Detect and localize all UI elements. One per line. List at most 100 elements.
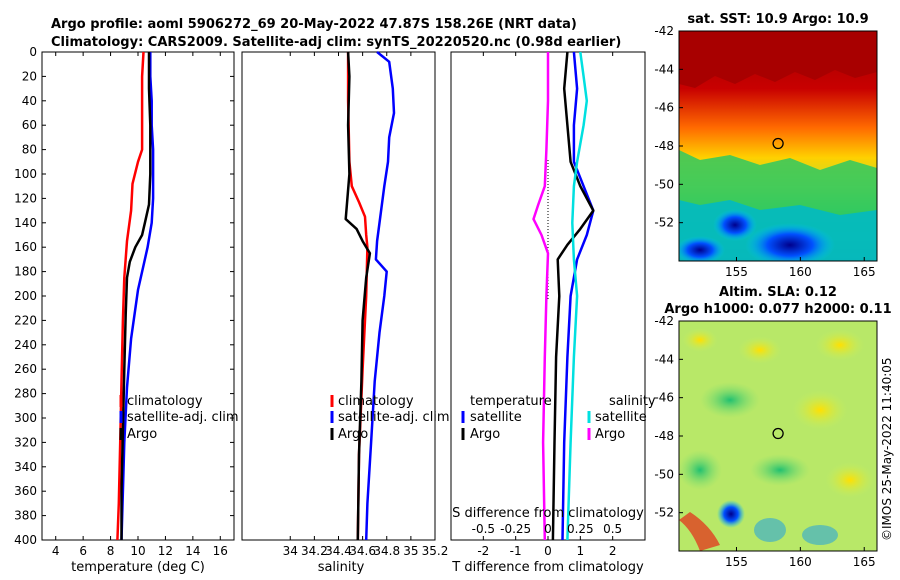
depth-tick-label: 160 bbox=[14, 240, 37, 254]
depth-tick-label: 280 bbox=[14, 387, 37, 401]
lat-tick-label: -52 bbox=[654, 506, 674, 520]
lat-tick-label: -52 bbox=[654, 216, 674, 230]
salinity-series bbox=[344, 51, 396, 541]
s-tick-label: 0 bbox=[544, 522, 552, 536]
figure-title-line2: Climatology: CARS2009. Satellite-adj cli… bbox=[51, 35, 621, 50]
s-tick-label: 0.25 bbox=[567, 522, 594, 536]
series-line-satellite-adj-clim bbox=[364, 51, 396, 541]
s-difference-label: S difference from climatology bbox=[452, 506, 644, 521]
sla-map-ticks: 155 160 165 -42 -44 -46 -48 -50 -52 bbox=[654, 314, 875, 569]
salinity-legend: climatology satellite-adj. clim Argo bbox=[330, 394, 450, 442]
legend-label-satellite-adj: satellite-adj. clim bbox=[127, 410, 239, 425]
sla-map-title: Altim. SLA: 0.12 bbox=[719, 285, 837, 300]
lat-tick-label: -48 bbox=[654, 139, 674, 153]
sst-map-ticks: 155 160 165 -42 -44 -46 -48 -50 -52 bbox=[654, 24, 875, 279]
sla-high-anomaly bbox=[679, 512, 720, 551]
difference-legend: temperature salinity satellite Argo sate… bbox=[461, 394, 656, 442]
lat-tick-label: -46 bbox=[654, 391, 674, 405]
series-line-salinity-satellite bbox=[566, 51, 589, 541]
x-tick-label: -1 bbox=[510, 544, 522, 558]
sla-anomaly bbox=[750, 454, 810, 486]
sla-anomaly bbox=[815, 329, 865, 361]
imos-credit: ©IMOS 25-May-2022 11:40:05 bbox=[880, 357, 894, 541]
lon-tick-label: 160 bbox=[789, 555, 812, 569]
sst-map: sat. SST: 10.9 Argo: 10.9 155 160 165 -42 -4… bbox=[654, 12, 878, 279]
salinity-axes-frame bbox=[241, 51, 436, 541]
x-tick-label: 8 bbox=[107, 544, 115, 558]
sst-warm-region bbox=[679, 31, 877, 88]
depth-tick-label: 40 bbox=[22, 94, 37, 108]
argo-position-marker bbox=[772, 137, 784, 150]
sla-anomaly bbox=[792, 390, 848, 430]
s-tick-label: -0.5 bbox=[472, 522, 495, 536]
x-tick-label: 0 bbox=[544, 544, 552, 558]
legend-label-climatology: climatology bbox=[338, 394, 414, 409]
t-difference-xlabel: T difference from climatology bbox=[451, 560, 644, 575]
depth-tick-label: 200 bbox=[14, 289, 37, 303]
depth-tick-label: 220 bbox=[14, 313, 37, 327]
sla-anomaly bbox=[825, 462, 875, 498]
s-tick-label: 0.5 bbox=[603, 522, 622, 536]
depth-tick-label: 100 bbox=[14, 167, 37, 181]
legend-label-argo: Argo bbox=[127, 427, 157, 442]
depth-tick-label: 360 bbox=[14, 484, 37, 498]
lon-tick-label: 165 bbox=[853, 265, 876, 279]
sla-anomaly bbox=[802, 525, 838, 545]
salinity-panel: 34 34.234.434.634.8 35 35.2 salinity climat… bbox=[241, 51, 450, 575]
x-tick-label: 10 bbox=[130, 544, 145, 558]
depth-tick-label: 340 bbox=[14, 460, 37, 474]
series-line-argo bbox=[344, 51, 372, 541]
depth-tick-label: 80 bbox=[22, 143, 37, 157]
legend-label-satellite-adj: satellite-adj. clim bbox=[338, 410, 450, 425]
series-line-temperature-argo bbox=[551, 51, 595, 541]
lat-tick-label: -44 bbox=[654, 352, 674, 366]
x-tick-label: 35 bbox=[403, 544, 418, 558]
x-tick-label: 16 bbox=[213, 544, 228, 558]
x-tick-label: 2 bbox=[609, 544, 617, 558]
temperature-xlabel: temperature (deg C) bbox=[71, 560, 205, 575]
x-tick-label: 14 bbox=[185, 544, 200, 558]
sla-low-eddy bbox=[717, 500, 745, 528]
temperature-panel: 0204060801001201401601802002202402602803… bbox=[14, 45, 645, 575]
sla-anomaly bbox=[679, 450, 722, 490]
lon-tick-label: 155 bbox=[725, 555, 748, 569]
legend-header-salinity: salinity bbox=[609, 394, 656, 409]
lat-tick-label: -42 bbox=[654, 314, 674, 328]
temperature-legend: climatology satellite-adj. clim Argo bbox=[119, 394, 239, 442]
x-tick-label: 6 bbox=[79, 544, 87, 558]
sla-anomaly bbox=[700, 382, 760, 418]
x-tick-label: 1 bbox=[577, 544, 585, 558]
depth-tick-label: 320 bbox=[14, 435, 37, 449]
sst-cold-eddy bbox=[713, 209, 757, 241]
lat-tick-label: -46 bbox=[654, 101, 674, 115]
depth-tick-label: 180 bbox=[14, 265, 37, 279]
salinity-axis-ticks: 34 34.234.434.634.8 35 35.2 bbox=[283, 52, 449, 558]
lat-tick-label: -48 bbox=[654, 429, 674, 443]
salinity-xlabel: salinity bbox=[318, 560, 365, 575]
s-tick-label: -0.25 bbox=[500, 522, 531, 536]
depth-tick-label: 240 bbox=[14, 338, 37, 352]
series-line-satellite-adj-clim bbox=[120, 52, 155, 541]
legend-label-t-satellite: satellite bbox=[470, 410, 522, 425]
depth-tick-label: 380 bbox=[14, 509, 37, 523]
x-tick-label: 34.8 bbox=[373, 544, 400, 558]
legend-label-s-argo: Argo bbox=[595, 427, 625, 442]
series-line-argo bbox=[120, 52, 152, 540]
x-tick-label: 35.2 bbox=[422, 544, 449, 558]
lon-tick-label: 165 bbox=[853, 555, 876, 569]
x-tick-label: 34 bbox=[283, 544, 298, 558]
legend-label-argo: Argo bbox=[338, 427, 368, 442]
depth-tick-label: 0 bbox=[29, 45, 37, 59]
legend-label-t-argo: Argo bbox=[470, 427, 500, 442]
depth-tick-label: 20 bbox=[22, 69, 37, 83]
difference-panel: -2 -1 0 1 2 S difference from climatology -0… bbox=[450, 51, 656, 575]
difference-series bbox=[532, 51, 595, 541]
sla-map-subtitle: Argo h1000: 0.077 h2000: 0.11 bbox=[664, 302, 891, 317]
lat-tick-label: -42 bbox=[654, 24, 674, 38]
figure-title-line1: Argo profile: aoml 5906272_69 20-May-202… bbox=[51, 17, 577, 32]
lon-tick-label: 155 bbox=[725, 265, 748, 279]
sla-anomaly bbox=[738, 336, 782, 364]
sst-cold-eddy bbox=[745, 223, 835, 261]
sla-anomaly bbox=[682, 328, 718, 352]
